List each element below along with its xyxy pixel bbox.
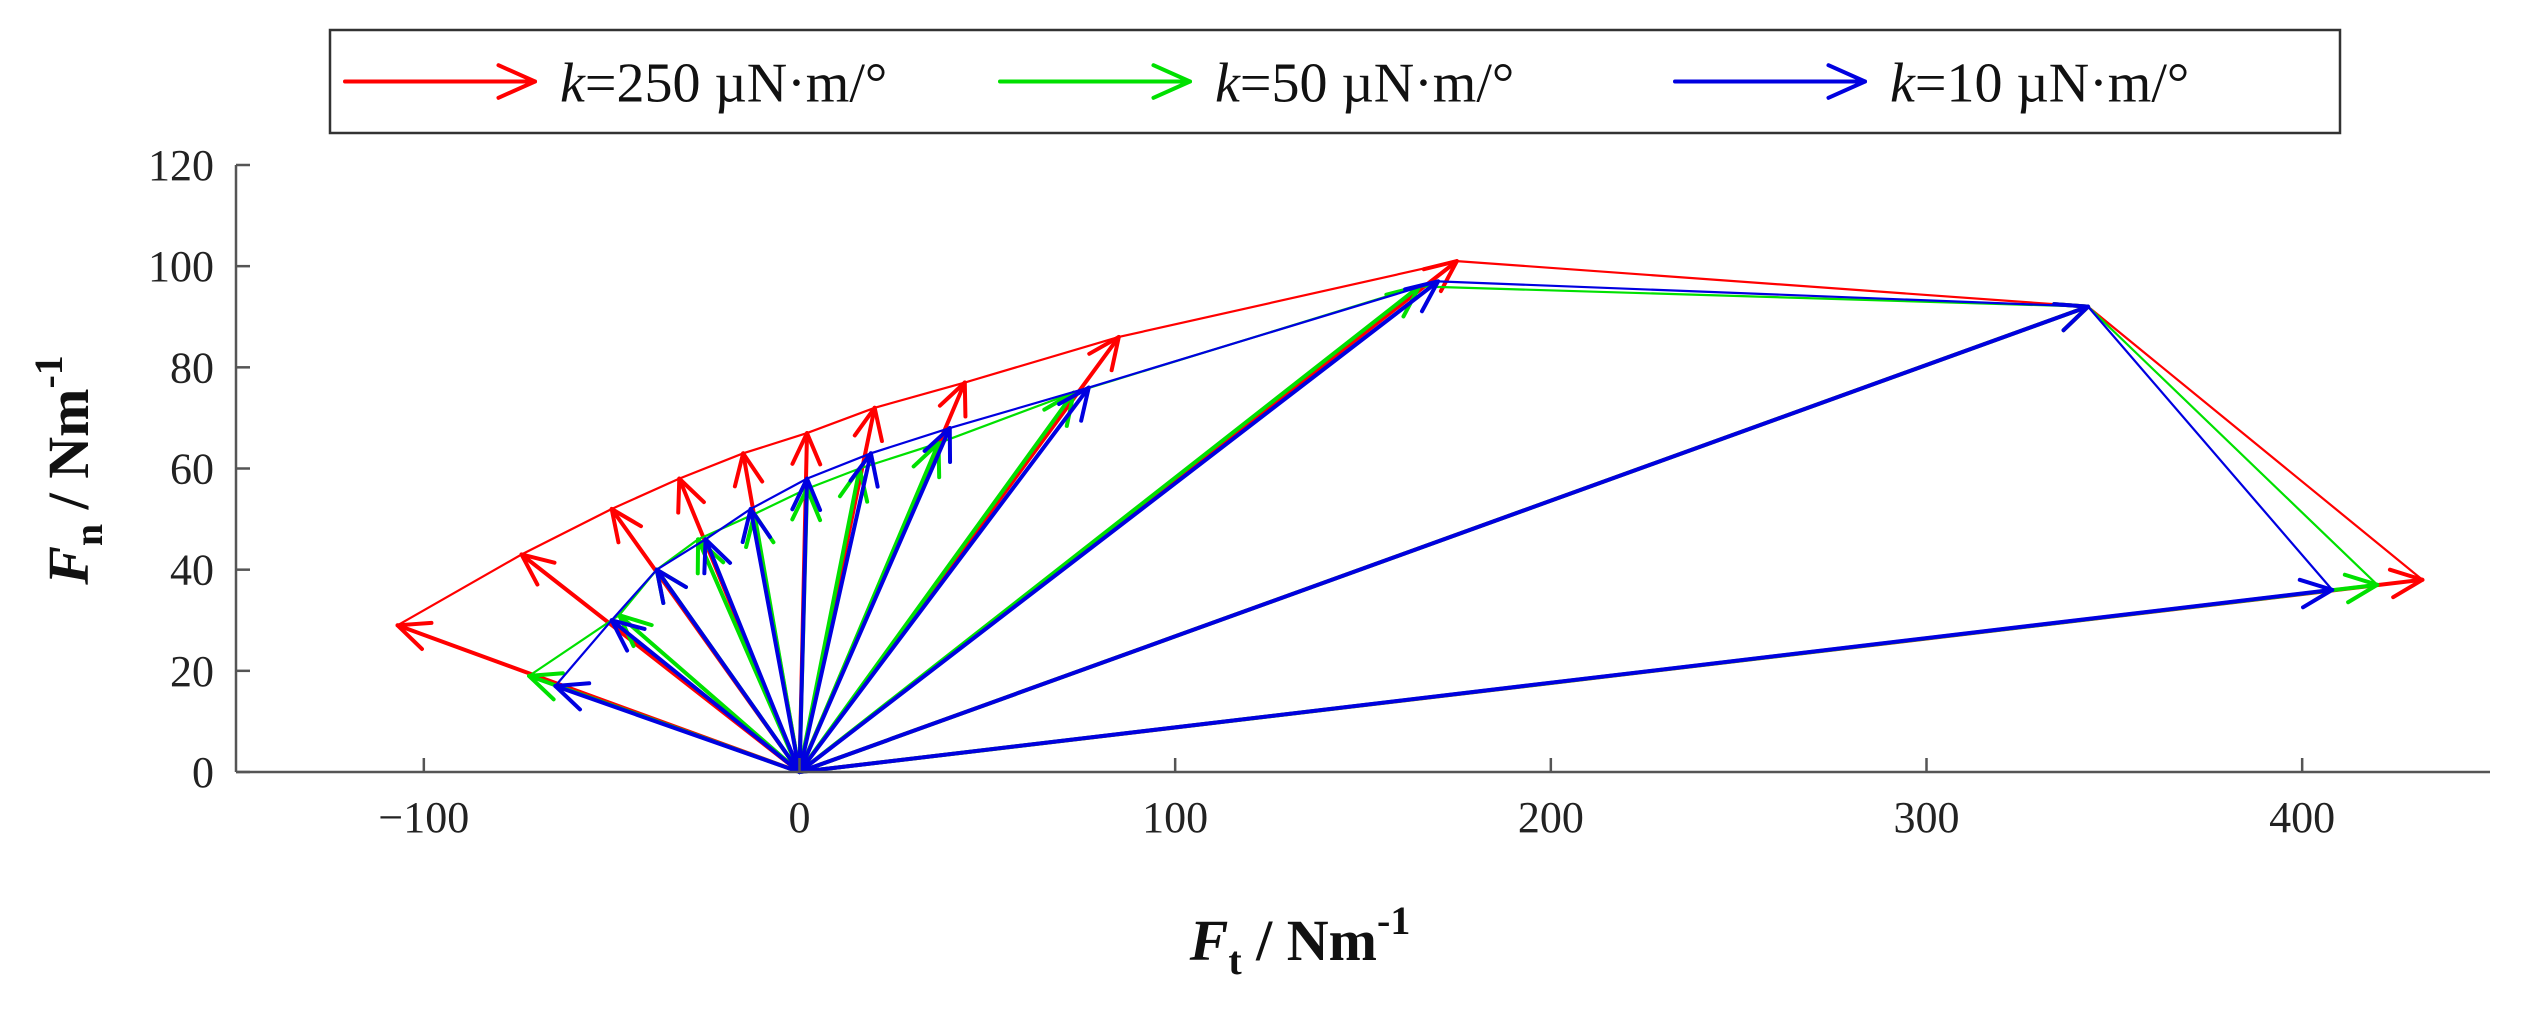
force-vector-arrow xyxy=(797,385,1091,774)
x-tick-label: 0 xyxy=(789,793,811,842)
x-tick-label: 100 xyxy=(1142,793,1208,842)
legend: k=250 µN·m/° k=50 µN·m/° k=10 µN·m/° xyxy=(328,28,2342,135)
y-tick-label: 0 xyxy=(192,748,214,797)
force-vector-arrow xyxy=(797,426,953,774)
axis-titles: Ft / Nm-1 Fn / Nm-1 xyxy=(26,355,1410,983)
legend-label: k=250 µN·m/° xyxy=(560,53,887,115)
x-tick-label: 200 xyxy=(1518,793,1584,842)
x-tick-label: 400 xyxy=(2269,793,2335,842)
force-vector-arrow xyxy=(553,681,802,774)
legend-entry: k=250 µN·m/° xyxy=(343,53,887,115)
x-tick-label: −100 xyxy=(378,793,469,842)
y-axis-title: Fn / Nm-1 xyxy=(26,355,111,586)
legend-box xyxy=(328,28,2342,135)
legend-entry: k=10 µN·m/° xyxy=(1673,53,2189,115)
axes: −100 0 100 200 300 400 0 20 40 60 80 100 120 xyxy=(148,141,2490,842)
y-tick-label: 120 xyxy=(148,141,214,190)
series-0 xyxy=(395,259,2425,774)
series-2 xyxy=(553,279,2335,774)
force-vector-arrow xyxy=(797,279,1441,774)
series-envelope-line xyxy=(554,280,2334,687)
legend-entry: k=50 µN·m/° xyxy=(998,53,1514,115)
legend-arrow-icon xyxy=(998,63,1192,100)
force-vector-arrow xyxy=(654,567,802,774)
force-vector-arrow xyxy=(609,618,802,774)
series-envelope-line xyxy=(396,259,2424,627)
legend-label: k=10 µN·m/° xyxy=(1890,53,2189,115)
legend-arrow-icon xyxy=(1673,63,1867,100)
force-vector-arrow xyxy=(797,451,880,774)
x-axis-title: Ft / Nm-1 xyxy=(1189,898,1411,983)
force-vector-arrow xyxy=(702,537,802,774)
y-tick-label: 80 xyxy=(170,343,214,392)
force-vector-arrow xyxy=(740,506,802,774)
x-tick-label: 300 xyxy=(1894,793,1960,842)
force-vector-arrow xyxy=(797,302,2091,774)
force-vector-arrow xyxy=(790,476,823,774)
force-vector-arrow xyxy=(797,577,2335,774)
y-tick-label: 100 xyxy=(148,242,214,291)
y-tick-label: 40 xyxy=(170,546,214,595)
y-tick-label: 20 xyxy=(170,647,214,696)
y-tick-label: 60 xyxy=(170,445,214,494)
legend-label: k=50 µN·m/° xyxy=(1215,53,1514,115)
plot-area xyxy=(395,259,2425,774)
legend-arrow-icon xyxy=(343,63,537,100)
